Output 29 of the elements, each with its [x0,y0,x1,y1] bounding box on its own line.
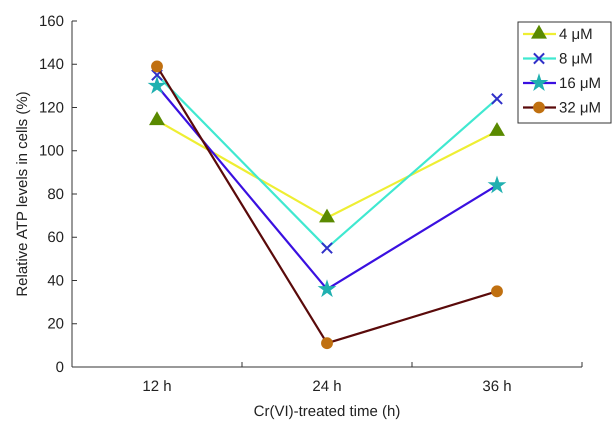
legend-label: 4 μM [559,26,593,43]
y-tick-label: 0 [56,358,64,376]
y-axis-title: Relative ATP levels in cells (%) [14,91,31,297]
point [321,337,333,350]
y-tick-label: 80 [47,186,64,203]
point [489,122,505,136]
x-axis-title: Cr(VI)-treated time (h) [254,403,400,420]
legend-label: 8 μM [559,50,593,68]
point [318,279,336,298]
point [150,68,164,82]
point [490,92,504,105]
y-tick-label: 40 [47,272,64,290]
point [491,285,503,298]
point [149,111,165,126]
x-tick-label: 24 h [312,378,342,395]
y-tick-label: 20 [47,316,64,333]
point [488,175,506,194]
y-tick-label: 100 [38,142,64,160]
x-tick-label: 12 h [142,378,172,395]
y-tick-label: 120 [38,99,64,116]
y-tick-label: 160 [38,12,64,30]
point [320,242,334,254]
point [151,60,163,72]
y-tick-label: 60 [47,229,64,246]
y-tick-label: 140 [38,56,64,74]
x-tick-label: 36 h [482,378,512,395]
legend-label: 16 μM [559,75,601,92]
legend-label: 32 μM [559,100,601,116]
point [148,76,166,94]
